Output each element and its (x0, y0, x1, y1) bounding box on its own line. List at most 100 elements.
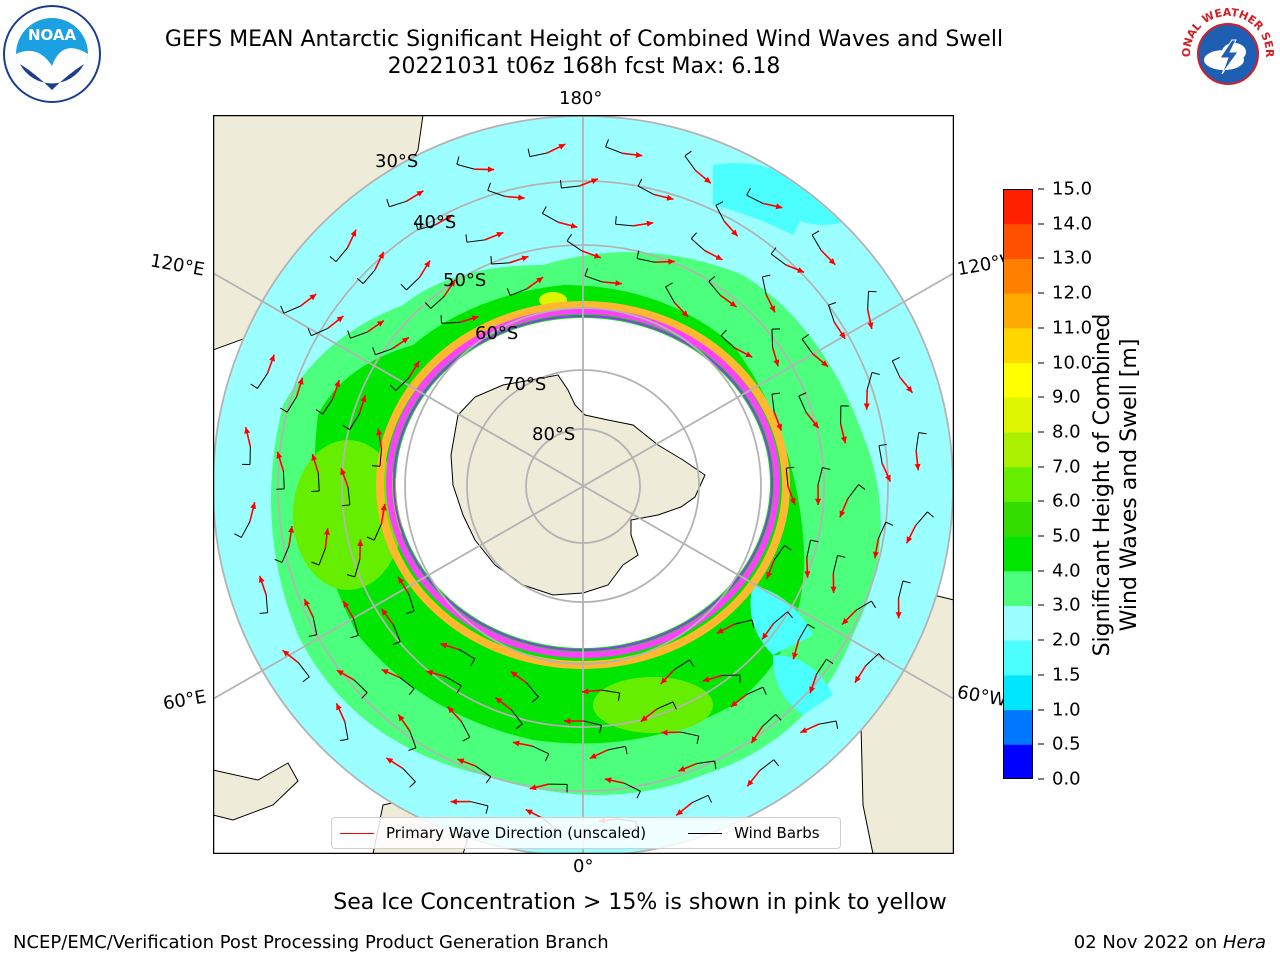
wind-barb (241, 446, 251, 466)
wind-barb (584, 268, 603, 283)
wave-direction-arrow (440, 642, 460, 651)
wind-barb (811, 230, 822, 251)
lon-label-60e: 60°E (161, 686, 208, 715)
wave-direction-arrow (694, 169, 712, 184)
wind-barb (408, 730, 417, 752)
wind-barb (915, 511, 934, 526)
wave-direction-arrow (854, 665, 867, 684)
wind-barb (785, 466, 795, 487)
colorbar-label-line2: Wind Waves and Swell [m] (1117, 338, 1142, 632)
wave-direction-arrow (762, 202, 783, 210)
colorbar-label-line1: Significant Height of Combined (1090, 313, 1115, 657)
wind-barb (315, 398, 334, 415)
wave-direction-arrow (557, 221, 578, 229)
wind-barb (445, 676, 462, 693)
wave-direction-arrow (581, 688, 602, 695)
wind-barb (801, 334, 814, 355)
wave-direction-arrow (905, 525, 917, 544)
wind-barb (386, 198, 407, 208)
wave-direction-arrow (526, 276, 544, 290)
legend-swatch-wind (688, 832, 723, 834)
wind-barb (280, 396, 297, 413)
wave-direction-arrow (792, 639, 800, 660)
colorbar-tick-label: 11.0 (1038, 317, 1092, 338)
wind-barb (532, 745, 550, 762)
colorbar-segment (1003, 501, 1033, 537)
wind-barb (684, 150, 696, 171)
colorbar-border (1003, 189, 1033, 779)
colorbar-tick-label: 2.0 (1038, 630, 1081, 651)
footer-date: 02 Nov 2022 on Hera (1074, 932, 1266, 953)
wind-barb (402, 768, 416, 788)
wind-barb (798, 623, 815, 641)
colorbar-tick-label: 13.0 (1038, 248, 1092, 269)
wave-direction-arrow (654, 258, 675, 265)
wind-barb (690, 232, 706, 251)
colorbar-tick-label: 14.0 (1038, 213, 1092, 234)
colorbar-tick-label: 7.0 (1038, 456, 1081, 477)
wind-barb (773, 611, 794, 624)
wave-direction-arrow (447, 706, 462, 722)
legend-item-wave: Primary Wave Direction (unscaled) (340, 824, 646, 842)
wind-barb (510, 709, 523, 730)
chart-title: GEFS MEAN Antarctic Significant Height o… (164, 27, 1004, 52)
colorbar-segment (1003, 362, 1033, 398)
wind-barb (487, 182, 505, 197)
wind-barb (771, 392, 781, 413)
wave-direction-arrow (633, 220, 654, 227)
wind-barb (865, 653, 885, 667)
colorbar-tick-label: 8.0 (1038, 421, 1081, 442)
wind-barb (583, 720, 602, 734)
wave-direction-arrow (730, 693, 748, 708)
legend-swatch-wave (340, 832, 374, 834)
wave-direction-arrow (342, 600, 355, 619)
wave-direction-arrow (426, 670, 446, 678)
wind-barb (674, 659, 695, 670)
wave-direction-arrow (358, 395, 367, 415)
colorbar-tick-label: 6.0 (1038, 491, 1081, 512)
lat-label-80s: 80°S (532, 424, 576, 445)
nws-logo: NATIONAL WEATHER SERVICE (1171, 0, 1280, 106)
wind-barb (274, 545, 290, 563)
wave-direction-arrow (895, 598, 902, 619)
wind-barb (549, 783, 568, 793)
wind-barb (276, 470, 285, 490)
wave-direction-arrow (863, 389, 870, 410)
wave-direction-arrow (773, 411, 783, 431)
wind-barb (470, 801, 489, 814)
wind-barb (356, 269, 376, 284)
colorbar-tick-label: 4.0 (1038, 560, 1081, 581)
wave-direction-arrow (746, 770, 761, 787)
colorbar-tick-label: 9.0 (1038, 387, 1081, 408)
wind-barb (366, 523, 382, 541)
wind-barb (696, 760, 717, 770)
wave-direction-arrow (771, 346, 780, 367)
colorbar-tick-label: 3.0 (1038, 595, 1081, 616)
colorbar-segment (1003, 293, 1033, 329)
footer-branch: NCEP/EMC/Verification Post Processing Pr… (13, 932, 609, 953)
wind-barb (770, 247, 786, 266)
wind-barb (818, 720, 839, 729)
wave-direction-arrow (474, 166, 495, 173)
colorbar-segment (1003, 570, 1033, 606)
wave-direction-arrow (589, 749, 609, 760)
wave-direction-arrow (622, 151, 643, 158)
wind-barb (636, 250, 655, 263)
wind-barb (708, 275, 721, 296)
wind-barb (847, 484, 866, 500)
colorbar-label: Significant Height of Combined Wind Wave… (1089, 235, 1143, 735)
wave-direction-arrow (830, 572, 837, 593)
lon-label-0: 0° (573, 856, 594, 877)
wave-direction-arrow (385, 757, 404, 770)
wind-barb (342, 414, 360, 430)
wave-direction-arrow (381, 668, 401, 679)
wind-barb (665, 282, 675, 303)
lat-label-40s: 40°S (413, 212, 457, 233)
wave-direction-arrow (258, 575, 267, 596)
wave-direction-arrow (805, 411, 820, 429)
colorbar-tick-label: 0.0 (1038, 769, 1081, 790)
wind-barb (541, 206, 559, 223)
wind-barb (350, 618, 359, 639)
wave-direction-arrow (434, 214, 454, 226)
wind-barb (605, 139, 623, 154)
